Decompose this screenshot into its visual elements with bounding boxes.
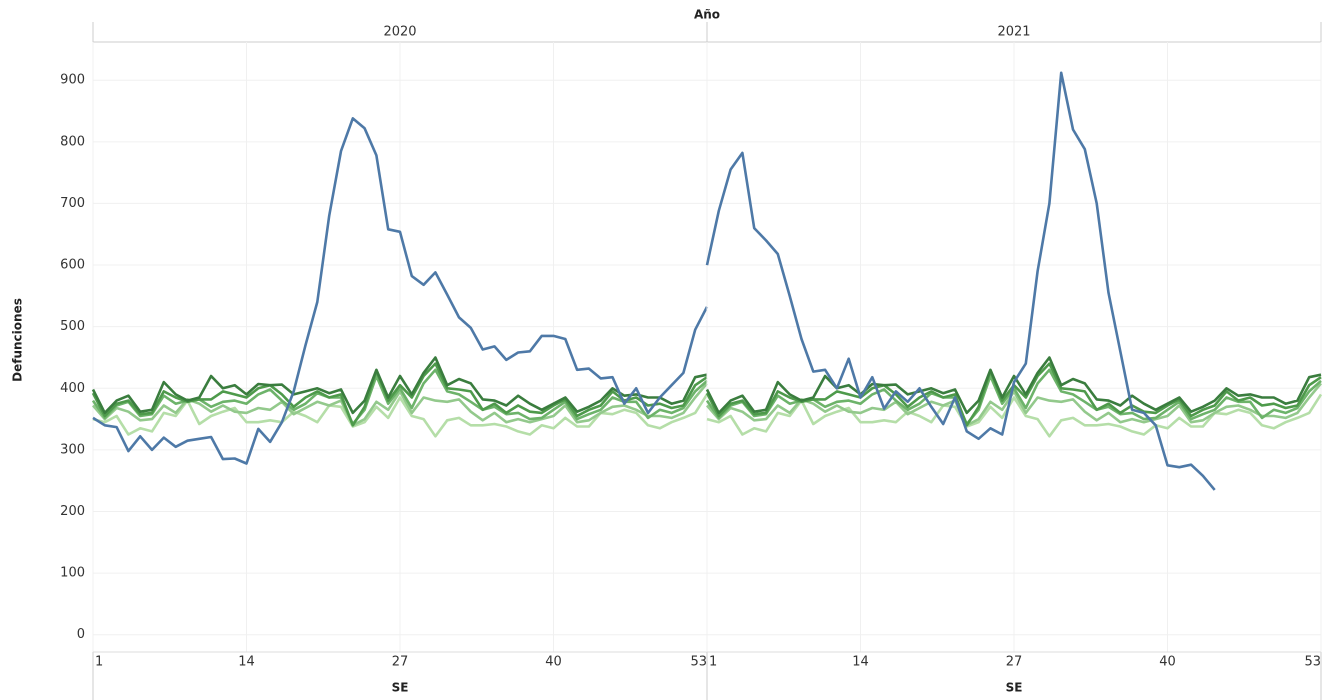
panel-title: 2021 (997, 25, 1030, 40)
y-tick-label: 200 (60, 504, 85, 519)
series-line (91, 362, 708, 427)
x-tick-label: 40 (545, 655, 562, 670)
y-tick-label: 500 (60, 319, 85, 334)
y-tick-label: 0 (77, 627, 85, 642)
y-tick-label: 900 (60, 73, 85, 88)
y-tick-label: 400 (60, 381, 85, 396)
x-axis-title: SE (392, 681, 409, 695)
series-line (706, 382, 1322, 427)
facet-title: Año (694, 8, 720, 22)
series-line (705, 356, 1322, 415)
y-tick-label: 800 (60, 134, 85, 149)
x-tick-label: 1 (95, 655, 103, 670)
x-tick-label: 53 (690, 655, 707, 670)
x-tick-label: 27 (392, 655, 409, 670)
series-line (706, 393, 1323, 438)
x-tick-label: 40 (1159, 655, 1176, 670)
series-line (91, 356, 708, 415)
series-line (92, 393, 709, 438)
y-tick-label: 300 (60, 442, 85, 457)
x-tick-label: 27 (1006, 655, 1023, 670)
series-line (92, 382, 708, 427)
panel-title: 2020 (383, 25, 416, 40)
y-tick-label: 700 (60, 196, 85, 211)
y-tick-label: 600 (60, 258, 85, 273)
x-tick-label: 1 (709, 655, 717, 670)
x-axis-title: SE (1006, 681, 1023, 695)
y-axis-title: Defunciones (11, 298, 25, 382)
x-tick-label: 14 (852, 655, 869, 670)
series-line (705, 71, 1216, 491)
y-tick-label: 100 (60, 566, 85, 581)
x-tick-label: 53 (1304, 655, 1321, 670)
series-line (92, 117, 709, 465)
x-tick-label: 14 (238, 655, 255, 670)
